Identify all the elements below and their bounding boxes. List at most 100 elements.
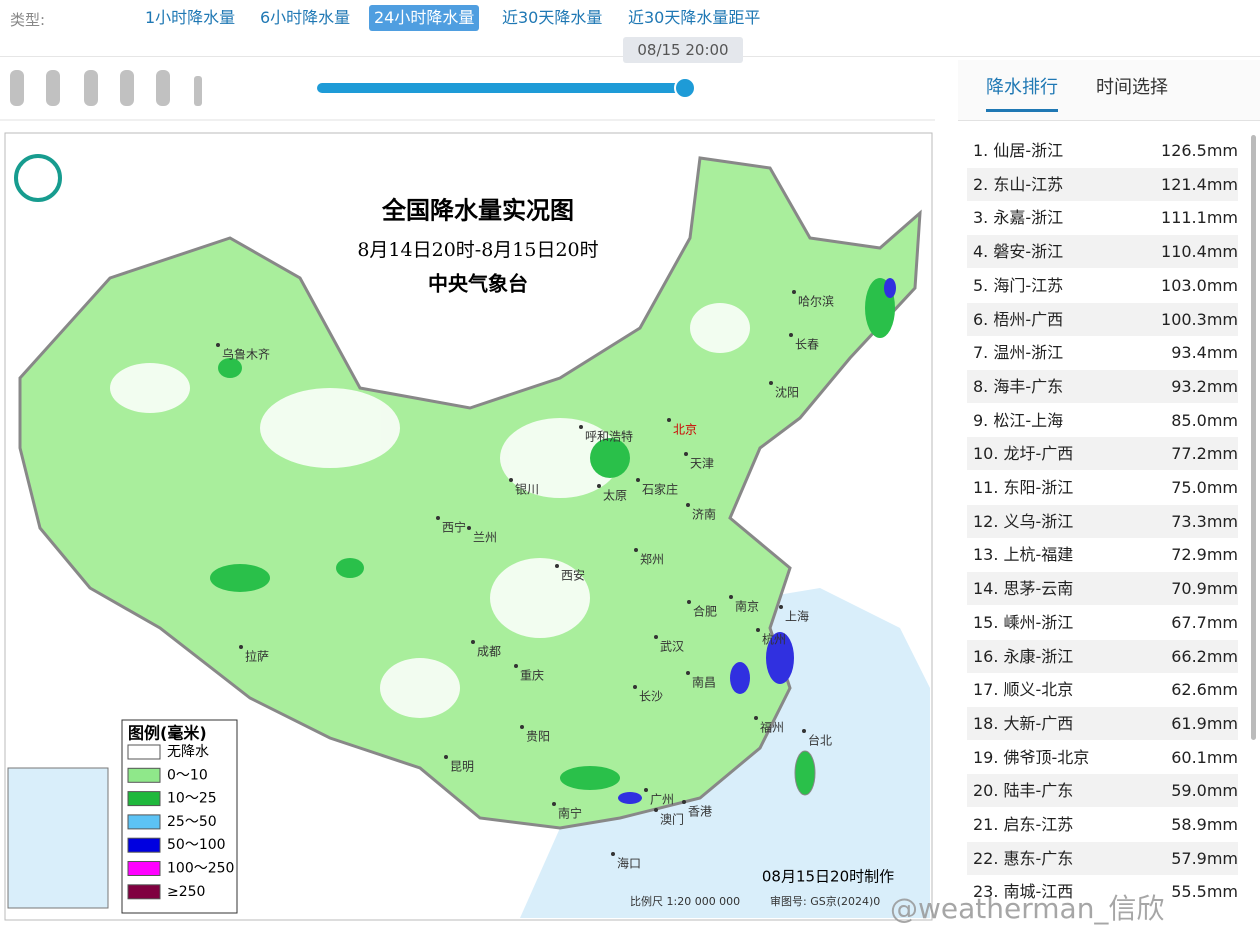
legend-swatch bbox=[127, 791, 161, 807]
city-label: 重庆 bbox=[520, 669, 544, 683]
ranking-row: 14. 思茅-云南 70.9mm bbox=[967, 572, 1238, 606]
station-name: 14. 思茅-云南 bbox=[973, 579, 1074, 599]
ranking-row: 19. 佛爷顶-北京 60.1mm bbox=[967, 741, 1238, 774]
map-scale: 比例尺 1:20 000 000 bbox=[630, 894, 740, 908]
city-label: 海口 bbox=[617, 856, 641, 871]
rain-amount: 110.4mm bbox=[1161, 242, 1238, 262]
ranking-row: 8. 海丰-广东 93.2mm bbox=[967, 369, 1238, 403]
rain-amount: 93.4mm bbox=[1171, 343, 1238, 363]
city-dot bbox=[579, 425, 583, 429]
rain-amount: 66.2mm bbox=[1171, 646, 1238, 666]
slider-knob[interactable] bbox=[674, 77, 696, 99]
ranking-row: 9. 松江-上海 85.0mm bbox=[967, 404, 1238, 437]
legend-label: ≥250 bbox=[167, 884, 205, 900]
ranking-row: 5. 海门-江苏 103.0mm bbox=[967, 269, 1238, 302]
station-name: 11. 东阳-浙江 bbox=[973, 478, 1074, 497]
ranking-row: 11. 东阳-浙江 75.0mm bbox=[967, 471, 1238, 504]
city-dot bbox=[555, 564, 559, 568]
city-dot bbox=[514, 664, 518, 668]
rain-amount: 59.0mm bbox=[1171, 781, 1238, 801]
station-name: 10. 龙圩-广西 bbox=[973, 444, 1074, 464]
ranking-row: 15. 嵊州-浙江 67.7mm bbox=[967, 606, 1238, 639]
city-dot bbox=[633, 685, 637, 689]
rain-amount: 58.9mm bbox=[1171, 815, 1238, 834]
station-name: 22. 惠东-广东 bbox=[973, 848, 1074, 868]
ranking-row: 18. 大新-广西 61.9mm bbox=[967, 706, 1238, 740]
station-name: 4. 磐安-浙江 bbox=[973, 242, 1064, 262]
map-title: 全国降水量实况图 bbox=[381, 196, 574, 225]
legend-title: 图例(毫米) bbox=[128, 724, 207, 743]
legend-label: 25～50 bbox=[167, 814, 217, 830]
city-dot bbox=[729, 595, 733, 599]
city-label: 乌鲁木齐 bbox=[222, 347, 270, 362]
logo bbox=[14, 154, 62, 202]
legend-label: 无降水 bbox=[167, 744, 209, 760]
legend-label: 0～10 bbox=[167, 767, 208, 783]
city-label: 太原 bbox=[603, 488, 627, 503]
city-dot bbox=[687, 600, 691, 604]
city-label: 南宁 bbox=[558, 806, 582, 821]
station-name: 15. 嵊州-浙江 bbox=[973, 612, 1074, 632]
station-name: 13. 上杭-福建 bbox=[973, 545, 1074, 565]
rain-amount: 126.5mm bbox=[1161, 141, 1238, 160]
city-dot bbox=[686, 671, 690, 675]
panel-tab[interactable]: 降水排行 bbox=[986, 73, 1058, 112]
rain-amount: 57.9mm bbox=[1171, 848, 1238, 868]
panel-tab[interactable]: 时间选择 bbox=[1096, 77, 1168, 98]
rain-amount: 55.5mm bbox=[1171, 882, 1238, 902]
station-name: 6. 梧州-广西 bbox=[973, 309, 1064, 329]
rain-amount: 73.3mm bbox=[1171, 511, 1238, 531]
ranking-row: 10. 龙圩-广西 77.2mm bbox=[967, 437, 1238, 471]
station-name: 1. 仙居-浙江 bbox=[973, 141, 1064, 160]
rain-amount: 77.2mm bbox=[1171, 444, 1238, 464]
legend-swatch bbox=[127, 861, 161, 876]
taiwan bbox=[794, 750, 816, 796]
legend-label: 10～25 bbox=[167, 791, 217, 807]
rain-amount: 60.1mm bbox=[1171, 747, 1238, 767]
ranking-row: 23. 南城-江西 55.5mm bbox=[967, 875, 1238, 908]
city-dot bbox=[756, 628, 760, 632]
city-label: 沈阳 bbox=[775, 385, 799, 400]
city-dot bbox=[654, 635, 658, 639]
station-name: 3. 永嘉-浙江 bbox=[973, 208, 1064, 228]
city-label: 济南 bbox=[692, 507, 716, 522]
city-dot bbox=[644, 788, 648, 792]
city-dot bbox=[789, 333, 793, 337]
city-label: 天津 bbox=[690, 457, 714, 471]
slider-area bbox=[0, 70, 935, 121]
slider-time: 08/15 20:00 bbox=[623, 37, 743, 63]
city-dot bbox=[667, 418, 671, 422]
type-tab[interactable]: 近30天降水量 bbox=[502, 8, 603, 27]
type-tab[interactable]: 24小时降水量 bbox=[369, 5, 480, 31]
inset-map bbox=[7, 767, 109, 909]
city-label: 呼和浩特 bbox=[585, 429, 633, 444]
city-label: 西安 bbox=[561, 568, 585, 583]
slider-track[interactable] bbox=[317, 83, 687, 93]
filter-bar: 类型: 1小时降水量 6小时降水量 24小时降水量 近30天降水量 近30天降水量距平 bbox=[0, 0, 1260, 57]
rain-amount: 85.0mm bbox=[1171, 410, 1238, 430]
city-dot bbox=[436, 516, 440, 520]
ranking-row: 21. 启东-江苏 58.9mm bbox=[967, 808, 1238, 841]
city-label: 台北 bbox=[808, 733, 832, 748]
station-name: 9. 松江-上海 bbox=[973, 410, 1064, 430]
city-dot bbox=[471, 640, 475, 644]
ranking-row: 6. 梧州-广西 100.3mm bbox=[967, 302, 1238, 336]
station-name: 12. 义乌-浙江 bbox=[973, 511, 1074, 531]
dry-areas bbox=[110, 303, 750, 718]
city-label: 北京 bbox=[673, 423, 697, 437]
legend-swatch bbox=[127, 884, 161, 900]
rain-amount: 111.1mm bbox=[1161, 208, 1238, 228]
city-label: 长沙 bbox=[639, 690, 663, 704]
rain-amount: 70.9mm bbox=[1171, 579, 1238, 599]
type-tab[interactable]: 6小时降水量 bbox=[260, 8, 351, 27]
city-dot bbox=[684, 452, 688, 456]
city-label: 南昌 bbox=[692, 675, 716, 690]
type-tab[interactable]: 1小时降水量 bbox=[145, 8, 236, 27]
rain-amount: 103.0mm bbox=[1161, 275, 1238, 295]
rain-patches bbox=[210, 278, 895, 790]
type-tab[interactable]: 近30天降水量距平 bbox=[628, 8, 761, 27]
city-dot bbox=[239, 645, 243, 649]
scrollbar[interactable] bbox=[1251, 135, 1256, 740]
ranking-row: 22. 惠东-广东 57.9mm bbox=[967, 841, 1238, 875]
